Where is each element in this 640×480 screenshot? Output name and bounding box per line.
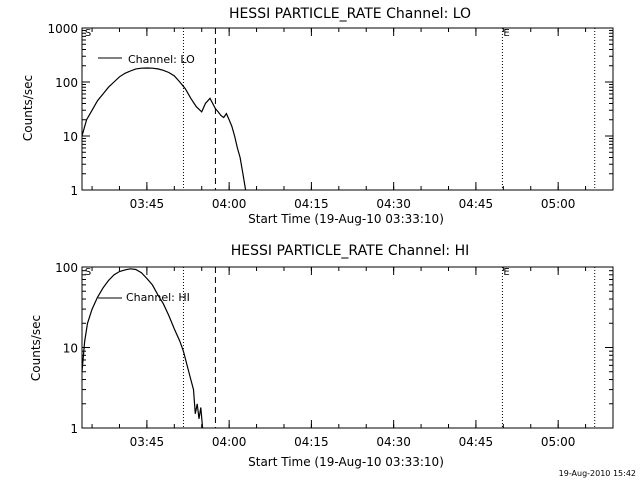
hi-marker-e: E (503, 267, 509, 278)
hi-series-line (81, 268, 204, 429)
lo-channel-panel: HESSI PARTICLE_RATE Channel: LO Counts/s… (21, 6, 614, 226)
lo-marker-s: S (85, 28, 91, 39)
lo-marker-e: E (503, 28, 509, 39)
lo-y-tick-label: 1 (70, 184, 78, 198)
hi-y-axis-label: Counts/sec (29, 315, 43, 381)
hi-x-axis-label: Start Time (19-Aug-10 03:33:10) (248, 455, 444, 469)
lo-x-tick-label: 04:15 (294, 197, 329, 211)
hi-channel-panel: HESSI PARTICLE_RATE Channel: HI Counts/s… (29, 243, 614, 469)
lo-y-tick-label: 100 (55, 76, 78, 90)
hi-y-tick-label: 100 (55, 261, 78, 275)
hi-x-tick-label: 03:45 (130, 435, 165, 449)
hi-x-tick-label: 05:00 (541, 435, 576, 449)
hi-y-tick-label: 10 (63, 342, 78, 356)
hi-x-tick-label: 04:45 (459, 435, 494, 449)
hi-x-tick-label: 04:15 (294, 435, 329, 449)
hi-y-tick-label: 1 (70, 422, 78, 436)
lo-x-tick-label: 04:45 (459, 197, 494, 211)
hi-marker-s: S (85, 267, 91, 278)
lo-x-tick-label: 05:00 (541, 197, 576, 211)
lo-x-tick-label: 04:00 (212, 197, 247, 211)
lo-y-tick-label: 1000 (47, 22, 78, 36)
lo-chart-title: HESSI PARTICLE_RATE Channel: LO (229, 6, 471, 22)
lo-series-line (81, 67, 247, 191)
hi-legend-label: Channel: HI (126, 291, 190, 304)
hi-x-tick-label: 04:00 (212, 435, 247, 449)
lo-y-axis-label: Counts/sec (21, 75, 35, 141)
lo-legend-label: Channel: LO (128, 53, 195, 66)
footer-timestamp: 19-Aug-2010 15:42 (559, 469, 636, 478)
lo-y-tick-label: 10 (63, 130, 78, 144)
lo-x-tick-label: 04:30 (376, 197, 411, 211)
hi-chart-title: HESSI PARTICLE_RATE Channel: HI (231, 243, 469, 259)
lo-x-tick-label: 03:45 (130, 197, 165, 211)
lo-x-axis-label: Start Time (19-Aug-10 03:33:10) (248, 212, 444, 226)
lo-plot-frame (81, 27, 614, 191)
hi-x-tick-label: 04:30 (376, 435, 411, 449)
